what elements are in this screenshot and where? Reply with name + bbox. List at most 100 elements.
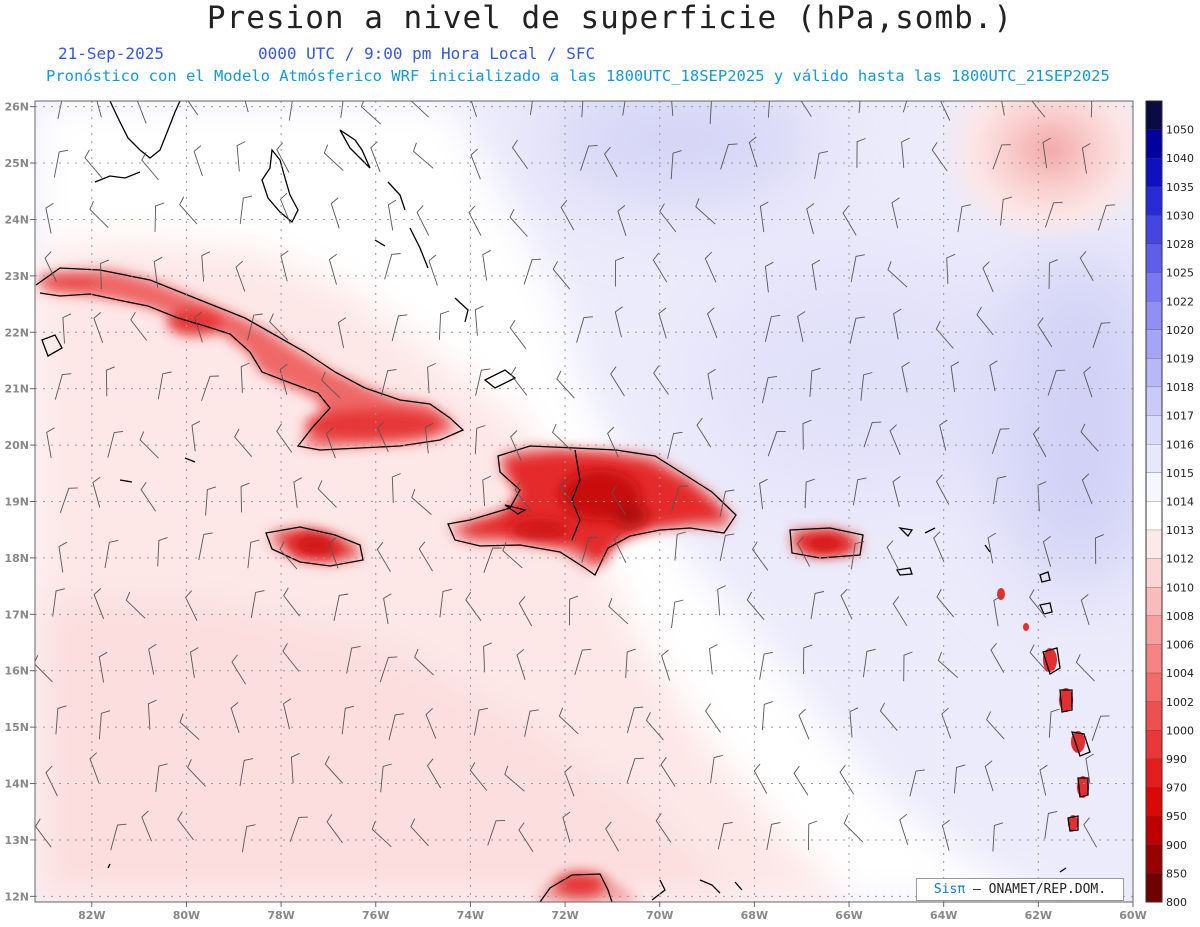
colorbar-label: 1010 [1166, 581, 1194, 594]
colorbar-swatch [1146, 816, 1162, 846]
wind-barb [568, 595, 579, 626]
wind-barb [317, 480, 337, 508]
model-info: Pronóstico con el Modelo Atmósferico WRF… [46, 67, 1110, 85]
lat-label: 26N [4, 101, 29, 114]
colorbar-label: 900 [1166, 839, 1187, 852]
lat-label: 18N [4, 552, 29, 565]
latitude-labels: 26N 25N 24N 23N 22N 21N 20N 19N 18N 17N 16N 15N 14N 1… [4, 101, 29, 904]
wind-barb [410, 101, 430, 118]
colorbar-swatch [1146, 158, 1162, 188]
wind-barb [814, 150, 828, 179]
wind-barb [574, 648, 592, 676]
colorbar-swatch [1146, 215, 1162, 245]
wind-barb [247, 539, 260, 569]
wind-barb [605, 821, 620, 852]
wind-barb [704, 251, 717, 283]
wind-barb [661, 649, 671, 681]
wind-barb [230, 702, 240, 733]
wind-barb [709, 644, 718, 675]
wind-barb [766, 822, 781, 850]
colorbar-swatch [1146, 587, 1162, 617]
wind-barb [748, 136, 758, 168]
wind-barb [371, 820, 392, 848]
wind-barb [518, 596, 533, 627]
wind-barb [92, 476, 101, 508]
wind-barb [670, 150, 682, 180]
wind-barb [614, 306, 623, 338]
wind-barb [380, 369, 397, 397]
lon-label: 78W [267, 909, 294, 922]
wind-barb [1091, 715, 1110, 741]
colorbar-label: 850 [1166, 867, 1187, 880]
wind-barb [201, 375, 220, 402]
wind-barb [98, 651, 108, 683]
wind-barb [250, 590, 265, 619]
wind-barb [234, 428, 253, 457]
colorbar-label: 1050 [1166, 124, 1194, 137]
wind-barb [1048, 708, 1060, 738]
lat-label: 23N [4, 270, 29, 283]
wind-barb [326, 814, 343, 844]
wind-barb [946, 253, 956, 284]
wind-barb [806, 203, 815, 235]
colorbar-swatch [1146, 501, 1162, 531]
lon-label: 60W [1119, 909, 1146, 922]
wind-barb [54, 373, 72, 400]
colorbar-swatch [1146, 101, 1162, 131]
wind-barb [659, 203, 677, 233]
colorbar-label: 1040 [1166, 152, 1194, 165]
wind-barb [992, 822, 1004, 852]
forecast-date: 21-Sep-2025 [58, 44, 164, 63]
wind-barb [187, 759, 206, 787]
wind-barb [276, 423, 293, 453]
wind-barb [293, 477, 303, 508]
colorbar-label: 1019 [1166, 352, 1194, 365]
wind-barb [1083, 366, 1093, 398]
wind-barb [608, 597, 629, 625]
wind-barb [843, 815, 864, 843]
wind-barb [1044, 810, 1058, 840]
wind-barb [269, 313, 289, 341]
lat-label: 14N [4, 778, 29, 791]
wind-barb [523, 258, 542, 285]
wind-barb [941, 707, 952, 739]
wind-barb [154, 202, 165, 232]
wind-barb [328, 537, 339, 569]
colorbar-label: 1030 [1166, 209, 1194, 222]
colorbar-label: 950 [1166, 810, 1187, 823]
wind-barb [487, 819, 506, 846]
wind-barb [560, 200, 575, 231]
wind-barb [289, 816, 308, 843]
colorbar-swatch [1146, 530, 1162, 560]
wind-barb [849, 707, 859, 738]
map-frame [34, 100, 1134, 903]
wind-barb [1095, 534, 1104, 564]
wind-barb [518, 822, 534, 852]
wind-barb [194, 311, 203, 343]
wind-barb [148, 643, 157, 675]
wind-barb [667, 431, 683, 459]
wind-barb [282, 698, 292, 730]
wind-barb [899, 813, 909, 845]
wind-barb [412, 142, 434, 169]
colorbar-swatch [1146, 615, 1162, 646]
wind-barb [190, 647, 199, 678]
colorbar-swatch [1146, 873, 1162, 903]
wind-barb [909, 769, 925, 797]
wind-barb [282, 643, 300, 672]
wind-barb [239, 195, 253, 225]
wind-barb [1032, 426, 1047, 458]
wind-barb [797, 311, 806, 342]
wind-barb [1081, 473, 1093, 505]
wind-barb [800, 101, 812, 117]
wind-barb [611, 485, 626, 515]
wind-barb [581, 101, 584, 118]
wind-barb [976, 306, 994, 336]
colorbar-label: 1022 [1166, 295, 1194, 308]
pressure-colorbar: 1050 1040 1035 1030 1028 1025 1022 1020 1019 1018… [1145, 100, 1194, 909]
wind-barb [201, 251, 211, 282]
wind-barb [198, 532, 213, 560]
wind-barb [147, 699, 157, 730]
wind-barb [671, 599, 684, 629]
wind-barb [509, 208, 528, 237]
